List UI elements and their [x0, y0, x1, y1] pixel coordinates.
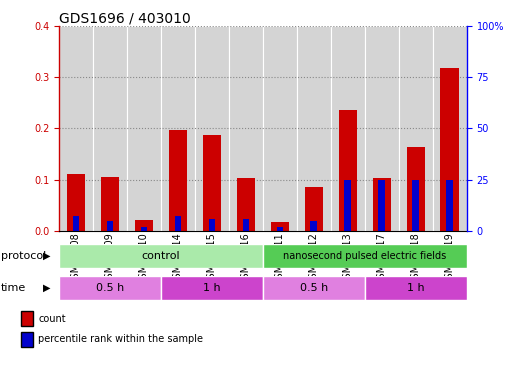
- Text: 1 h: 1 h: [203, 283, 221, 293]
- Bar: [93, 26, 127, 231]
- Bar: [127, 26, 161, 231]
- Bar: [195, 26, 229, 231]
- Bar: [441, 68, 459, 231]
- Bar: [203, 135, 221, 231]
- Bar: [433, 26, 467, 231]
- Bar: [134, 220, 153, 231]
- Bar: [73, 216, 80, 231]
- Text: nanosecond pulsed electric fields: nanosecond pulsed electric fields: [283, 251, 446, 261]
- Bar: [59, 276, 161, 300]
- Bar: [174, 216, 182, 231]
- Bar: [101, 177, 120, 231]
- Text: ▶: ▶: [44, 283, 51, 293]
- Text: 0.5 h: 0.5 h: [300, 283, 328, 293]
- Text: protocol: protocol: [1, 251, 46, 261]
- Bar: [297, 26, 331, 231]
- Text: count: count: [38, 314, 66, 324]
- Bar: [229, 26, 263, 231]
- Bar: [263, 276, 365, 300]
- Bar: [365, 26, 399, 231]
- Bar: [141, 226, 147, 231]
- Text: 0.5 h: 0.5 h: [96, 283, 124, 293]
- Bar: [365, 276, 467, 300]
- Bar: [379, 180, 385, 231]
- Bar: [305, 187, 323, 231]
- Bar: [331, 26, 365, 231]
- Bar: [59, 26, 93, 231]
- Bar: [236, 178, 255, 231]
- Bar: [310, 221, 317, 231]
- Bar: [161, 26, 195, 231]
- Bar: [345, 180, 351, 231]
- Text: 1 h: 1 h: [407, 283, 425, 293]
- Bar: [339, 110, 357, 231]
- Bar: [169, 130, 187, 231]
- Bar: [277, 226, 283, 231]
- Text: percentile rank within the sample: percentile rank within the sample: [38, 334, 204, 344]
- Bar: [406, 147, 425, 231]
- Bar: [208, 219, 215, 231]
- Bar: [59, 244, 263, 268]
- Bar: [446, 180, 453, 231]
- Text: ▶: ▶: [44, 251, 51, 261]
- Bar: [243, 219, 249, 231]
- Text: GDS1696 / 403010: GDS1696 / 403010: [59, 11, 191, 25]
- Bar: [263, 244, 467, 268]
- Bar: [161, 276, 263, 300]
- Bar: [372, 178, 391, 231]
- Text: time: time: [1, 283, 26, 293]
- Text: control: control: [142, 251, 180, 261]
- Bar: [263, 26, 297, 231]
- Bar: [67, 174, 85, 231]
- Bar: [399, 26, 433, 231]
- Bar: [107, 221, 113, 231]
- Bar: [270, 222, 289, 231]
- Bar: [412, 180, 419, 231]
